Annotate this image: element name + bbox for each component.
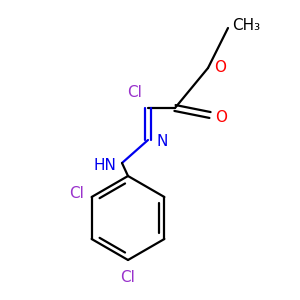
- Text: O: O: [214, 61, 226, 76]
- Text: CH₃: CH₃: [232, 19, 260, 34]
- Text: Cl: Cl: [69, 185, 84, 200]
- Text: O: O: [215, 110, 227, 124]
- Text: Cl: Cl: [127, 85, 142, 100]
- Text: Cl: Cl: [121, 270, 135, 285]
- Text: N: N: [156, 134, 167, 149]
- Text: HN: HN: [93, 158, 116, 172]
